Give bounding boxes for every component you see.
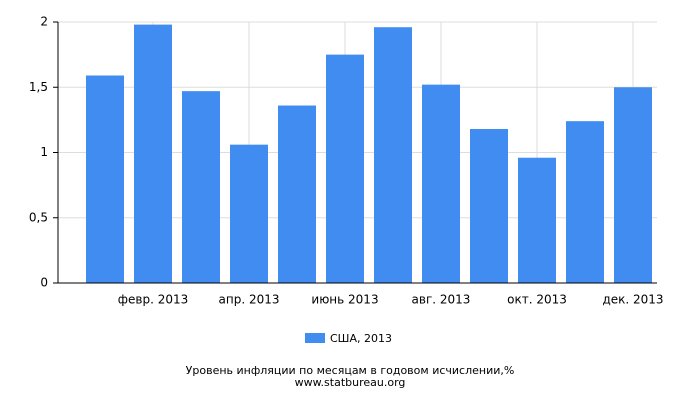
legend-swatch bbox=[305, 333, 325, 343]
x-tick-label: июнь 2013 bbox=[311, 293, 378, 307]
legend-label: США, 2013 bbox=[330, 332, 392, 345]
bar bbox=[278, 105, 316, 284]
x-tick-label: авг. 2013 bbox=[412, 293, 471, 307]
chart-title: Уровень инфляции по месяцам в годовом ис… bbox=[186, 364, 515, 377]
x-tick-label: апр. 2013 bbox=[219, 293, 280, 307]
y-tick-label: 2 bbox=[40, 15, 48, 29]
y-tick-label: 0,5 bbox=[29, 210, 48, 224]
x-tick-label: окт. 2013 bbox=[507, 293, 567, 307]
y-tick-label: 0 bbox=[40, 276, 48, 290]
x-tick-label: дек. 2013 bbox=[602, 293, 663, 307]
bar bbox=[326, 54, 364, 283]
bar bbox=[614, 87, 652, 283]
x-tick-label: февр. 2013 bbox=[118, 293, 189, 307]
y-tick-label: 1 bbox=[40, 145, 48, 159]
y-tick-label: 1,5 bbox=[29, 80, 48, 94]
source: www.statbureau.org bbox=[295, 376, 406, 389]
bar bbox=[86, 75, 124, 283]
bar bbox=[374, 27, 412, 283]
bar bbox=[566, 121, 604, 284]
bar bbox=[182, 91, 220, 283]
bar bbox=[518, 157, 556, 283]
bar bbox=[470, 129, 508, 283]
bar bbox=[230, 144, 268, 283]
bar bbox=[134, 24, 172, 284]
bar bbox=[422, 84, 460, 283]
